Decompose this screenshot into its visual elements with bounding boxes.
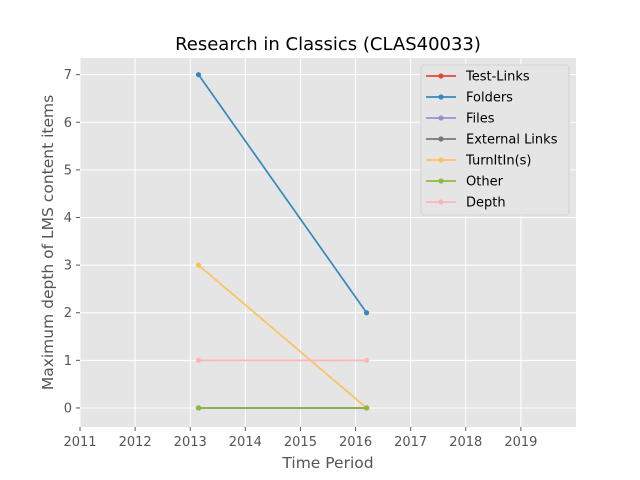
legend-label-depth: Depth xyxy=(466,196,506,211)
legend: Test-Links Folders Files External Links Turn… xyxy=(420,64,570,216)
legend-box xyxy=(420,64,570,216)
y-axis-ticks: 0 1 2 3 4 5 6 7 xyxy=(64,68,80,416)
legend-label-external-links: External Links xyxy=(466,133,558,148)
x-tick-label: 2018 xyxy=(449,435,482,450)
y-tick-label: 5 xyxy=(64,163,72,178)
x-tick-label: 2012 xyxy=(119,435,152,450)
data-point-folders xyxy=(363,310,370,316)
data-point-other xyxy=(363,405,370,411)
x-tick-label: 2016 xyxy=(339,435,372,450)
x-tick-label: 2015 xyxy=(284,435,317,450)
x-tick-label: 2017 xyxy=(394,435,427,450)
series-line-turnitin-s xyxy=(197,264,368,409)
legend-marker-external-links xyxy=(438,136,444,142)
y-tick-label: 3 xyxy=(64,259,72,274)
y-tick-label: 4 xyxy=(64,211,72,226)
x-axis-label: Time Period xyxy=(281,454,373,472)
x-tick-label: 2013 xyxy=(174,435,207,450)
legend-label-turnitin-s: TurnItIn(s) xyxy=(465,154,531,169)
x-tick-label: 2014 xyxy=(229,435,262,450)
legend-marker-folders xyxy=(438,94,444,100)
chart-title: Research in Classics (CLAS40033) xyxy=(175,34,481,55)
legend-label-folders: Folders xyxy=(466,91,513,106)
y-tick-label: 0 xyxy=(64,401,72,416)
data-point-depth xyxy=(195,357,202,363)
legend-label-files: Files xyxy=(466,112,495,127)
data-point-depth xyxy=(363,357,370,363)
y-tick-label: 7 xyxy=(64,68,72,83)
y-tick-label: 2 xyxy=(64,306,72,321)
x-axis-ticks: 2011 2012 2013 2014 2015 2016 2017 2018 2019 xyxy=(63,427,537,450)
data-point-other xyxy=(195,405,202,411)
x-tick-label: 2019 xyxy=(504,435,537,450)
legend-label-test-links: Test-Links xyxy=(465,70,530,85)
legend-marker-turnitin-s xyxy=(438,157,444,163)
y-axis-label: Maximum depth of LMS content items xyxy=(39,95,57,390)
legend-marker-other xyxy=(438,178,444,184)
series-line-folders xyxy=(197,74,368,314)
y-tick-label: 1 xyxy=(64,354,72,369)
data-point-turnitin-s xyxy=(195,262,202,268)
x-tick-label: 2011 xyxy=(63,435,96,450)
y-tick-label: 6 xyxy=(64,116,72,131)
legend-marker-depth xyxy=(438,199,444,205)
legend-marker-test-links xyxy=(438,73,444,79)
legend-label-other: Other xyxy=(466,175,504,190)
legend-marker-files xyxy=(438,115,444,121)
data-point-folders xyxy=(195,72,202,78)
series-layer xyxy=(195,72,370,411)
